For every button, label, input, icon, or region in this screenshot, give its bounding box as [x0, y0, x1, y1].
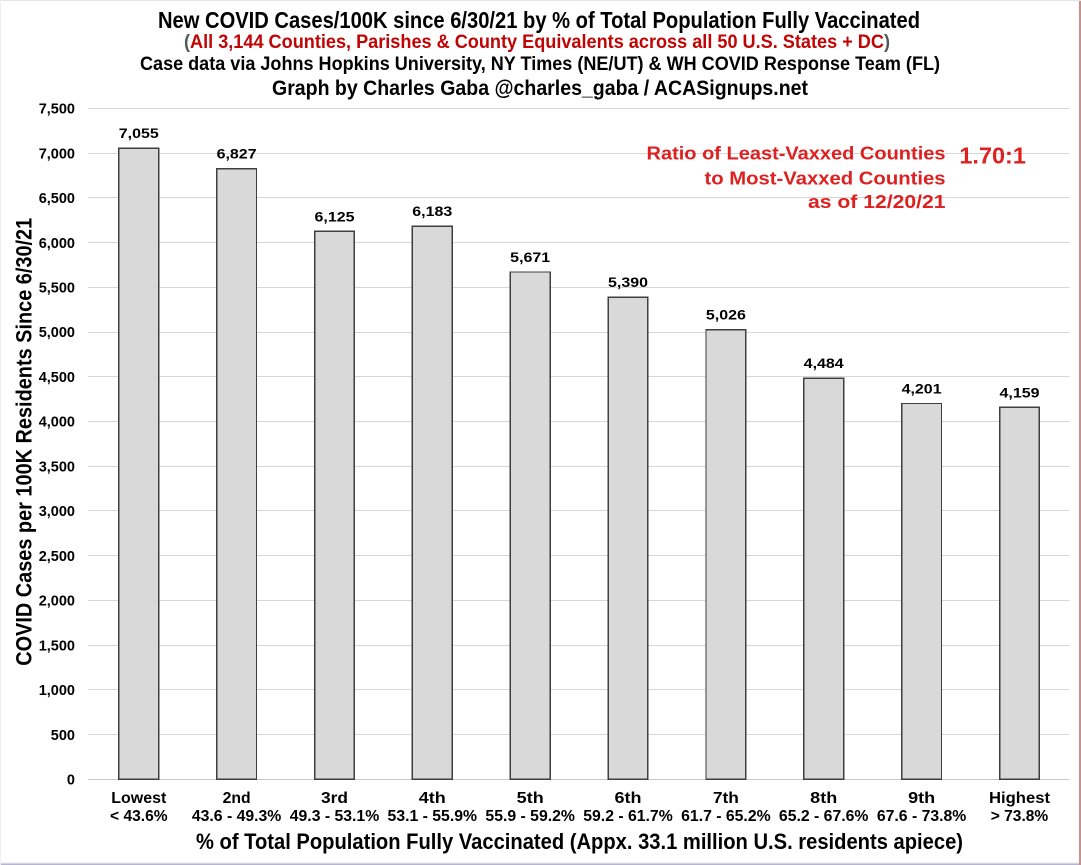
svg-text:1,500: 1,500	[39, 638, 75, 654]
svg-text:43.6 - 49.3%: 43.6 - 49.3%	[192, 808, 282, 825]
svg-text:(All 3,144 Counties, Parishes: (All 3,144 Counties, Parishes & County E…	[184, 32, 890, 53]
svg-text:6,000: 6,000	[39, 236, 75, 252]
svg-text:6,500: 6,500	[39, 191, 75, 207]
svg-text:5,026: 5,026	[706, 307, 746, 323]
svg-text:as of 12/20/21: as of 12/20/21	[808, 192, 946, 212]
svg-text:67.6 - 73.8%: 67.6 - 73.8%	[877, 808, 967, 825]
svg-text:6,183: 6,183	[412, 203, 452, 219]
svg-text:5,390: 5,390	[608, 274, 648, 290]
svg-text:4,000: 4,000	[39, 415, 75, 431]
svg-text:4,201: 4,201	[902, 381, 942, 397]
svg-text:4th: 4th	[419, 790, 446, 807]
svg-text:Graph by Charles Gaba @charles: Graph by Charles Gaba @charles_gaba / AC…	[272, 77, 808, 100]
svg-text:5th: 5th	[517, 790, 544, 807]
svg-text:7th: 7th	[713, 790, 739, 807]
svg-text:7,500: 7,500	[39, 102, 75, 118]
svg-text:65.2 - 67.6%: 65.2 - 67.6%	[779, 808, 869, 825]
svg-text:1,000: 1,000	[39, 683, 75, 699]
svg-text:3,000: 3,000	[39, 504, 75, 520]
svg-text:< 43.6%: < 43.6%	[110, 808, 168, 825]
svg-text:59.2 - 61.7%: 59.2 - 61.7%	[583, 808, 673, 825]
svg-text:Case data via Johns Hopkins Un: Case data via Johns Hopkins University, …	[140, 54, 940, 75]
svg-text:7,055: 7,055	[119, 125, 159, 141]
svg-text:53.1 - 55.9%: 53.1 - 55.9%	[388, 808, 478, 825]
svg-text:1.70:1: 1.70:1	[959, 143, 1026, 169]
svg-text:4,159: 4,159	[1000, 384, 1040, 400]
svg-text:61.7 - 65.2%: 61.7 - 65.2%	[681, 808, 771, 825]
svg-text:COVID Cases per 100K Residents: COVID Cases per 100K Residents Since 6/3…	[11, 218, 36, 666]
svg-text:9th: 9th	[908, 790, 935, 807]
svg-text:3,500: 3,500	[39, 459, 75, 475]
svg-text:6th: 6th	[615, 790, 642, 807]
svg-text:4,500: 4,500	[39, 370, 75, 386]
svg-text:2nd: 2nd	[223, 790, 251, 807]
svg-text:to Most-Vaxxed Counties: to Most-Vaxxed Counties	[705, 169, 946, 189]
svg-text:3rd: 3rd	[321, 790, 348, 807]
svg-text:2,000: 2,000	[39, 594, 75, 610]
svg-text:0: 0	[67, 773, 75, 789]
svg-text:> 73.8%: > 73.8%	[991, 808, 1049, 825]
svg-text:Lowest: Lowest	[111, 790, 166, 807]
svg-text:500: 500	[51, 728, 75, 744]
svg-text:7,000: 7,000	[39, 146, 75, 162]
svg-text:6,827: 6,827	[217, 146, 257, 162]
svg-text:Ratio of Least-Vaxxed Counties: Ratio of Least-Vaxxed Counties	[647, 144, 946, 164]
svg-text:New COVID Cases/100K since 6/3: New COVID Cases/100K since 6/30/21 by % …	[158, 7, 920, 33]
svg-text:4,484: 4,484	[804, 355, 844, 371]
svg-text:5,000: 5,000	[39, 325, 75, 341]
svg-text:49.3 - 53.1%: 49.3 - 53.1%	[290, 808, 380, 825]
svg-text:8th: 8th	[810, 790, 837, 807]
svg-text:% of Total Population Fully Va: % of Total Population Fully Vaccinated (…	[196, 829, 963, 854]
svg-text:6,125: 6,125	[315, 208, 355, 224]
svg-text:2,500: 2,500	[39, 549, 75, 565]
svg-text:Highest: Highest	[989, 790, 1050, 807]
svg-text:5,671: 5,671	[510, 249, 550, 265]
svg-text:55.9 - 59.2%: 55.9 - 59.2%	[485, 808, 575, 825]
svg-text:5,500: 5,500	[39, 281, 75, 297]
